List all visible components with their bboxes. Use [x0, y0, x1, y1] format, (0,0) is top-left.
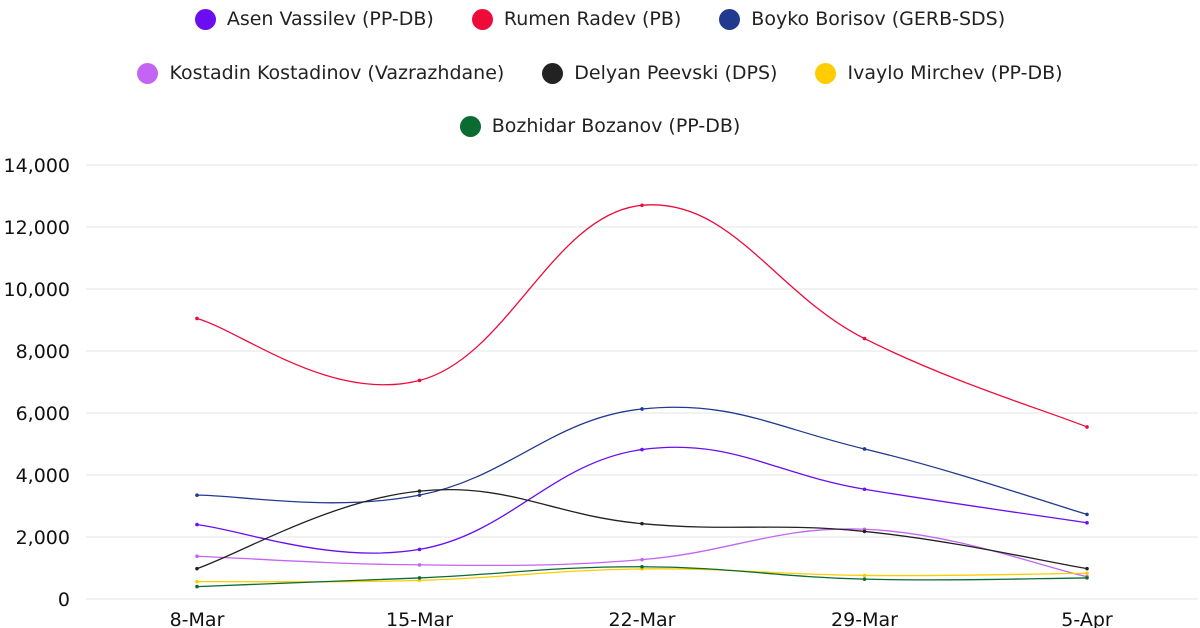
- legend-item[interactable]: Asen Vassilev (PP-DB): [194, 8, 434, 30]
- data-point[interactable]: [195, 522, 199, 527]
- data-point[interactable]: [862, 487, 867, 492]
- data-point[interactable]: [862, 573, 867, 578]
- data-point[interactable]: [1085, 571, 1089, 576]
- y-tick-label: 14,000: [4, 155, 70, 177]
- y-tick-label: 8,000: [16, 341, 70, 363]
- data-point[interactable]: [417, 578, 422, 583]
- data-point[interactable]: [640, 203, 644, 208]
- legend-label: Kostadin Kostadinov (Vazrazhdane): [169, 62, 505, 84]
- legend-row: Bozhidar Bozanov (PP-DB): [0, 115, 1200, 137]
- data-point[interactable]: [417, 547, 422, 552]
- legend-label: Ivaylo Mirchev (PP-DB): [847, 62, 1063, 84]
- legend-label: Boyko Borisov (GERB-SDS): [751, 8, 1006, 30]
- x-tick-label: 5-Apr: [1061, 609, 1113, 628]
- data-point[interactable]: [195, 554, 199, 559]
- legend-row: Kostadin Kostadinov (Vazrazhdane) Delyan …: [0, 62, 1200, 84]
- data-point[interactable]: [417, 493, 422, 497]
- series-group: [195, 446, 1089, 554]
- x-tick-label: 15-Mar: [386, 609, 453, 628]
- x-tick-label: 29-Mar: [831, 609, 898, 628]
- x-tick-label: 8-Mar: [170, 609, 225, 628]
- data-point[interactable]: [862, 577, 867, 581]
- data-point[interactable]: [195, 579, 199, 584]
- data-point[interactable]: [1085, 520, 1089, 525]
- y-tick-label: 2,000: [16, 527, 70, 549]
- data-point[interactable]: [862, 447, 867, 451]
- legend-item[interactable]: Rumen Radev (PB): [471, 8, 682, 30]
- data-point[interactable]: [640, 407, 644, 411]
- legend-swatch: [194, 8, 216, 30]
- data-point[interactable]: [417, 576, 422, 580]
- series-group: [195, 564, 1089, 589]
- data-point[interactable]: [640, 447, 644, 452]
- x-tick-label: 22-Mar: [609, 609, 676, 628]
- data-point[interactable]: [1085, 566, 1089, 571]
- legend-label: Delyan Peevski (DPS): [574, 62, 778, 84]
- y-tick-label: 4,000: [16, 465, 70, 487]
- data-point[interactable]: [195, 493, 199, 497]
- legend-swatch: [815, 62, 837, 84]
- legend-swatch: [471, 8, 493, 30]
- series-group: [195, 406, 1089, 517]
- legend-item[interactable]: Delyan Peevski (DPS): [542, 62, 777, 84]
- series-line: [196, 204, 1088, 428]
- data-point[interactable]: [195, 584, 199, 589]
- data-point[interactable]: [640, 557, 644, 562]
- data-point[interactable]: [195, 316, 199, 321]
- legend-item[interactable]: Boyko Borisov (GERB-SDS): [719, 8, 1005, 30]
- data-point[interactable]: [862, 529, 867, 534]
- data-point[interactable]: [1085, 425, 1089, 429]
- legend-item[interactable]: Ivaylo Mirchev (PP-DB): [815, 62, 1063, 84]
- legend-label: Asen Vassilev (PP-DB): [226, 8, 434, 30]
- data-point[interactable]: [195, 566, 199, 571]
- data-point[interactable]: [862, 336, 867, 341]
- series-group: [195, 527, 1089, 579]
- legend-swatch: [719, 8, 741, 30]
- data-point[interactable]: [1085, 512, 1089, 517]
- legend-row: Asen Vassilev (PP-DB) Rumen Radev (PB) Boy…: [0, 8, 1200, 30]
- legend-swatch: [459, 115, 481, 137]
- y-tick-label: 6,000: [16, 403, 70, 425]
- data-point[interactable]: [640, 564, 644, 569]
- y-tick-label: 0: [58, 589, 70, 611]
- legend-label: Rumen Radev (PB): [503, 8, 682, 30]
- series-line: [196, 488, 1088, 570]
- data-point[interactable]: [417, 378, 422, 383]
- legend-item[interactable]: Kostadin Kostadinov (Vazrazhdane): [137, 62, 504, 84]
- legend-swatch: [542, 62, 564, 84]
- y-tick-label: 10,000: [4, 279, 70, 301]
- series-group: [195, 203, 1089, 429]
- legend-label: Bozhidar Bozanov (PP-DB): [491, 115, 741, 137]
- legend-swatch: [137, 62, 159, 84]
- series-group: [195, 488, 1089, 571]
- y-tick-label: 12,000: [4, 217, 70, 239]
- series-line: [196, 406, 1088, 515]
- data-point[interactable]: [417, 563, 422, 567]
- data-point[interactable]: [417, 489, 422, 493]
- data-point[interactable]: [1085, 576, 1089, 580]
- legend-item[interactable]: Bozhidar Bozanov (PP-DB): [459, 115, 741, 137]
- data-point[interactable]: [640, 521, 644, 526]
